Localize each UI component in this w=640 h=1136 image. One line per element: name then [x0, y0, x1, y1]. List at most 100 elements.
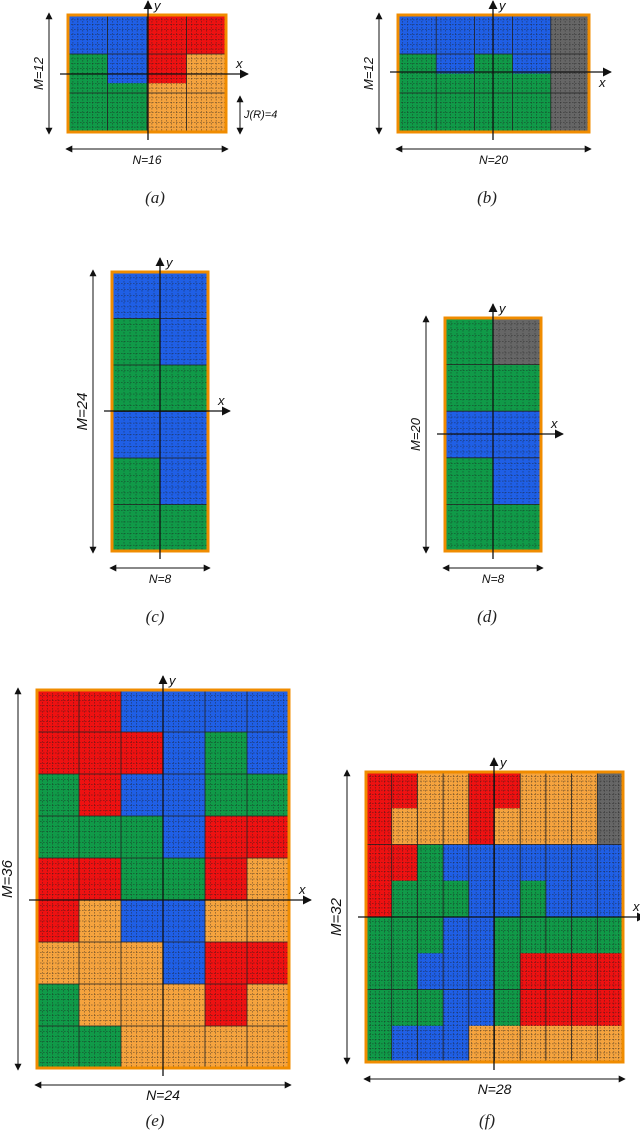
cell: [526, 971, 534, 990]
axes: [60, 0, 249, 140]
cell: [398, 772, 405, 791]
cell: [163, 1047, 174, 1058]
height-label: M=20: [408, 417, 423, 451]
cell: [205, 879, 216, 890]
cell: [79, 963, 90, 974]
cell: [436, 772, 444, 791]
cell: [247, 711, 258, 722]
cell: [121, 816, 132, 827]
cell: [526, 1007, 534, 1027]
cell: [166, 93, 177, 104]
cell: [430, 772, 437, 791]
cell: [58, 837, 69, 848]
cell: [494, 1007, 502, 1027]
cell: [539, 862, 547, 882]
cell: [121, 942, 132, 953]
cell: [385, 917, 392, 936]
cell: [58, 963, 69, 974]
cell: [533, 898, 540, 918]
cell: [398, 790, 405, 809]
cell: [571, 772, 579, 791]
cell: [205, 1026, 216, 1037]
cell: [97, 93, 108, 104]
cell: [58, 732, 69, 743]
cell: [571, 880, 579, 900]
cell: [464, 15, 475, 26]
cell: [578, 808, 585, 827]
cell: [481, 772, 489, 791]
cell: [481, 917, 489, 936]
cell: [571, 989, 579, 1008]
cell: [121, 711, 132, 722]
cell: [137, 15, 148, 26]
cell: [533, 1043, 540, 1063]
y-axis-label: y: [498, 0, 507, 13]
cell: [404, 844, 412, 863]
cell: [100, 1026, 111, 1037]
cell: [398, 953, 405, 972]
cell: [481, 862, 489, 882]
cell: [226, 984, 237, 995]
axes: [437, 303, 564, 559]
cell: [163, 942, 174, 953]
y-axis-label: y: [498, 301, 507, 316]
cell: [526, 953, 534, 972]
cell: [481, 1043, 489, 1063]
cell: [398, 63, 408, 74]
cell: [391, 808, 399, 827]
cell: [100, 921, 111, 932]
cell: [58, 774, 69, 785]
cell: [488, 971, 495, 990]
cell: [163, 984, 174, 995]
cell: [163, 690, 174, 701]
cell: [176, 54, 187, 65]
cell: [163, 1026, 174, 1037]
cell: [163, 837, 174, 848]
cell: [100, 942, 111, 953]
cell: [404, 989, 412, 1008]
cell: [391, 935, 399, 954]
cell: [184, 900, 195, 911]
cell: [268, 837, 279, 848]
cell: [163, 900, 174, 911]
panel-caption: (e): [146, 1111, 165, 1130]
cell: [512, 93, 523, 104]
cell: [163, 795, 174, 806]
cell: [571, 844, 579, 863]
cell: [100, 963, 111, 974]
cell: [526, 826, 534, 845]
cell: [100, 900, 111, 911]
cell: [449, 808, 457, 827]
cell: [163, 858, 174, 869]
cell: [398, 15, 408, 26]
cell: [571, 790, 579, 809]
cell: [481, 953, 489, 972]
cell: [58, 984, 69, 995]
cell: [407, 54, 418, 65]
cell: [226, 837, 237, 848]
cell: [385, 1025, 392, 1045]
cell: [404, 772, 412, 791]
cell: [481, 935, 489, 954]
cell: [449, 772, 457, 791]
cell: [584, 808, 592, 827]
cell: [455, 54, 466, 65]
cell: [268, 732, 279, 743]
cell: [481, 790, 489, 809]
cell: [578, 989, 585, 1008]
cell: [205, 732, 216, 743]
cell: [436, 1043, 444, 1063]
cell: [430, 790, 437, 809]
cell: [436, 898, 444, 918]
cell: [391, 790, 399, 809]
cell: [436, 790, 444, 809]
cell: [398, 971, 405, 990]
cell: [436, 953, 444, 972]
cell: [404, 935, 412, 954]
cell: [571, 808, 579, 827]
cell: [97, 102, 108, 113]
cell: [163, 963, 174, 974]
cell: [578, 953, 585, 972]
cell: [37, 942, 48, 953]
cell: [77, 102, 89, 113]
